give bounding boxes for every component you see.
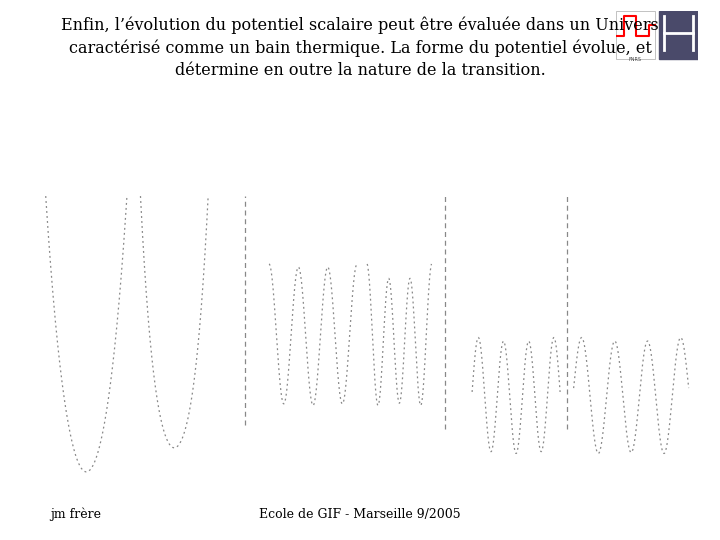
Text: Ecole de GIF - Marseille 9/2005: Ecole de GIF - Marseille 9/2005 (259, 508, 461, 521)
Text: Enfin, l’évolution du potentiel scalaire peut être évaluée dans un Univers
carac: Enfin, l’évolution du potentiel scalaire… (61, 16, 659, 79)
Text: FNRS: FNRS (629, 57, 642, 62)
Bar (659, 11, 698, 59)
Bar (616, 11, 655, 59)
Text: jm frère: jm frère (50, 508, 102, 521)
